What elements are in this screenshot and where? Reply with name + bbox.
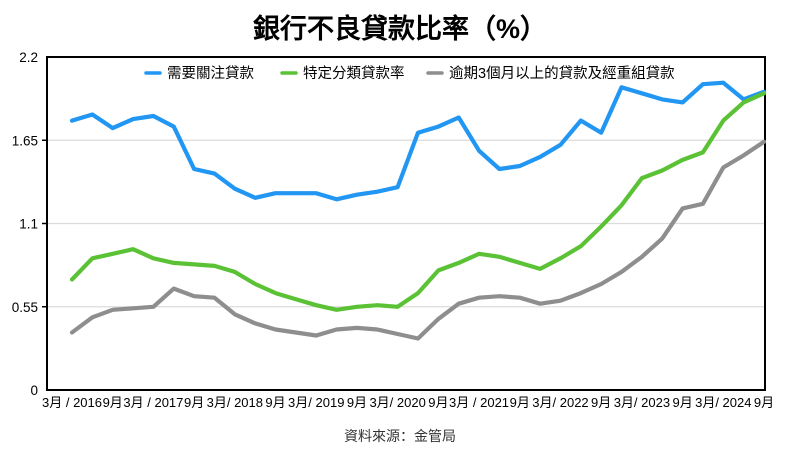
legend-label: 逾期3個月以上的貸款及經重組貸款 [449,65,675,82]
y-tick-label: 1.65 [12,133,38,148]
x-tick-label: 9月 [347,395,367,410]
x-tick-label: 3月/ 2023 [614,395,670,410]
series-line [69,139,767,341]
x-tick-label: 3月/ 2019 [288,395,344,410]
series-lines [69,80,767,341]
source-note: 資料來源：金管局 [344,428,456,444]
y-tick-label: 2.2 [19,50,38,65]
series-line [69,91,767,312]
x-tick-label: 3月 / 2017 [123,395,183,410]
x-axis-labels: 3月 / 2016 9月 3月 / 2017 9月 3月/ 2018 9月 3月/ 2019… [42,395,774,410]
x-tick-label: 3月 / 2016 [42,395,102,410]
gridlines [47,139,765,308]
series-line [69,80,767,202]
x-tick-label: 3月 / 2021 [449,395,509,410]
x-tick-label: 9月 [672,395,692,410]
x-tick-label: 9月 [184,395,204,410]
x-tick-label: 3月/ 2024 [695,395,751,410]
x-tick-label: 9月 [265,395,285,410]
x-tick-label: 3月/ 2022 [532,395,588,410]
x-tick-label: 9月 [591,395,611,410]
y-tick-label: 0 [30,383,38,398]
x-tick-label: 9月 [754,395,774,410]
y-tick-label: 0.55 [12,300,38,315]
x-tick-label: 9月 [103,395,123,410]
x-tick-label: 9月 [510,395,530,410]
x-tick-label: 9月 [428,395,448,410]
legend-label: 特定分類貸款率 [303,65,405,82]
legend: 需要關注貸款 特定分類貸款率 逾期3個月以上的貸款及經重組貸款 [144,65,675,82]
x-tick-label: 3月/ 2018 [207,395,263,410]
x-tick-label: 3月/ 2020 [369,395,425,410]
y-axis-labels: 0 0.55 1.1 1.65 2.2 [12,50,47,398]
chart-title: 銀行不良貸款比率（%） [253,13,547,44]
legend-label: 需要關注貸款 [167,65,254,82]
y-tick-label: 1.1 [19,217,38,232]
